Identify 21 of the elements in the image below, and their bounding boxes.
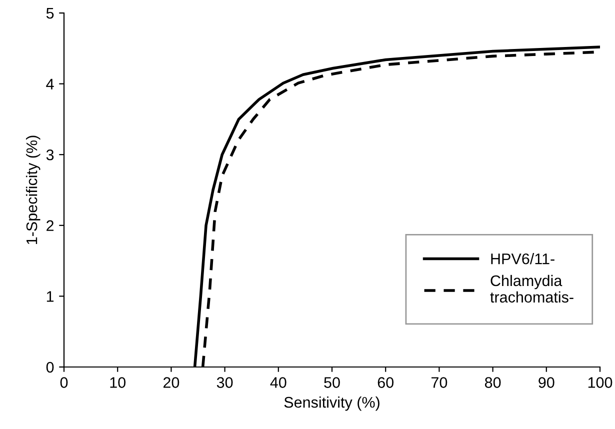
- y-tick-label: 0: [46, 362, 54, 373]
- x-tick-label: 10: [110, 377, 126, 388]
- x-tick-label: 0: [60, 377, 68, 388]
- y-tick-label: 2: [46, 220, 54, 231]
- x-tick-label: 100: [588, 377, 612, 388]
- y-axis-title: 1-Specificity (%): [26, 136, 40, 244]
- x-axis-title: Sensitivity (%): [284, 396, 380, 411]
- y-tick-label: 5: [46, 8, 54, 19]
- x-tick-label: 50: [324, 377, 340, 388]
- legend-label: Chlamydia trachomatis-: [490, 274, 574, 303]
- x-tick-label: 70: [431, 377, 448, 388]
- x-tick-label: 30: [216, 377, 233, 388]
- x-tick-label: 20: [163, 377, 180, 388]
- x-tick-label: 60: [378, 377, 394, 388]
- x-tick-label: 40: [270, 377, 286, 388]
- legend-label: HPV6/11-: [491, 253, 554, 264]
- x-tick-label: 90: [538, 377, 554, 388]
- y-tick-label: 3: [46, 149, 54, 160]
- y-tick-label: 1: [46, 291, 54, 302]
- x-tick-label: 80: [484, 377, 501, 388]
- y-tick-label: 4: [46, 78, 54, 90]
